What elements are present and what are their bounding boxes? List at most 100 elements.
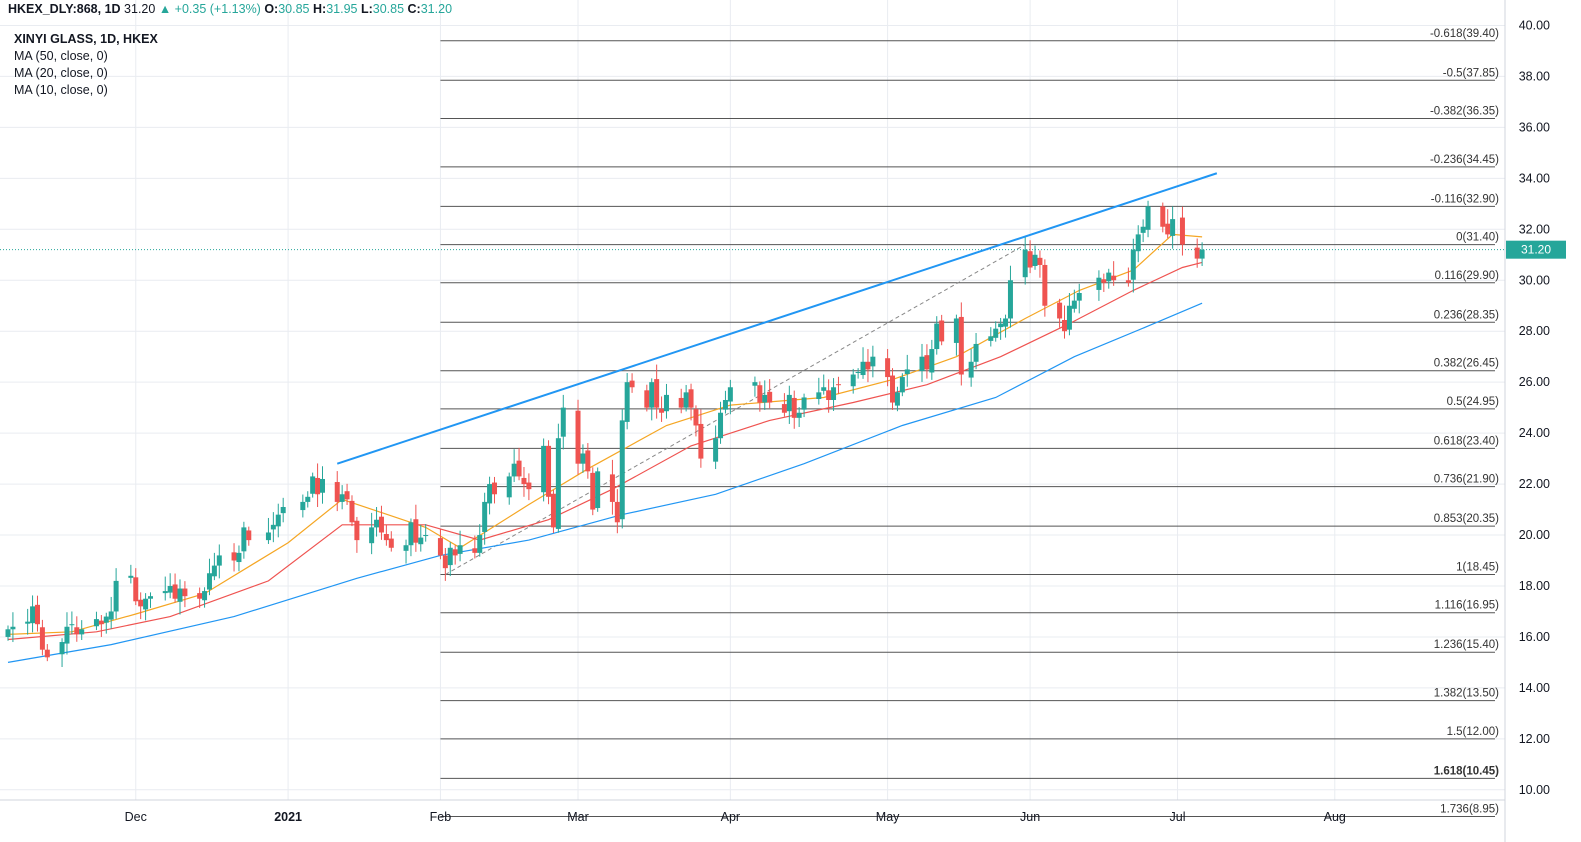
candle[interactable] bbox=[472, 535, 478, 559]
candle[interactable] bbox=[477, 524, 483, 557]
candle[interactable] bbox=[890, 368, 896, 410]
candle[interactable] bbox=[590, 467, 596, 516]
candle[interactable] bbox=[1160, 202, 1166, 233]
candle[interactable] bbox=[44, 644, 50, 662]
candle[interactable] bbox=[1022, 236, 1028, 285]
candle[interactable] bbox=[423, 524, 429, 542]
candle[interactable] bbox=[762, 380, 768, 410]
candle[interactable] bbox=[614, 489, 620, 534]
candle[interactable] bbox=[580, 444, 586, 473]
candle[interactable] bbox=[177, 579, 183, 615]
candle[interactable] bbox=[241, 521, 247, 559]
candle[interactable] bbox=[924, 344, 930, 379]
candle[interactable] bbox=[442, 548, 448, 581]
candle[interactable] bbox=[300, 494, 306, 518]
candle[interactable] bbox=[973, 332, 979, 370]
candle[interactable] bbox=[953, 314, 959, 356]
candle[interactable] bbox=[575, 399, 581, 475]
candle[interactable] bbox=[1106, 268, 1112, 289]
candle[interactable] bbox=[550, 489, 556, 533]
candle[interactable] bbox=[683, 384, 689, 412]
candle[interactable] bbox=[1032, 245, 1038, 270]
candle[interactable] bbox=[934, 316, 940, 355]
candle[interactable] bbox=[482, 492, 488, 545]
candle[interactable] bbox=[447, 542, 453, 577]
candle[interactable] bbox=[275, 503, 281, 538]
candle[interactable] bbox=[1042, 259, 1048, 317]
candle[interactable] bbox=[821, 374, 827, 395]
symbol-interval[interactable]: HKEX_DLY:868, 1D bbox=[8, 2, 121, 16]
candle[interactable] bbox=[1066, 292, 1072, 336]
candle[interactable] bbox=[98, 615, 104, 637]
candle[interactable] bbox=[1170, 206, 1176, 249]
candle[interactable] bbox=[1071, 289, 1077, 313]
candle[interactable] bbox=[929, 339, 935, 380]
candle[interactable] bbox=[816, 377, 822, 405]
candle[interactable] bbox=[167, 573, 173, 599]
candle[interactable] bbox=[64, 612, 70, 655]
candle[interactable] bbox=[236, 545, 242, 572]
candle[interactable] bbox=[786, 385, 792, 424]
candle[interactable] bbox=[246, 526, 252, 546]
candle[interactable] bbox=[644, 384, 650, 412]
candle[interactable] bbox=[865, 349, 871, 383]
candle[interactable] bbox=[388, 531, 394, 552]
candle[interactable] bbox=[698, 409, 704, 468]
candle[interactable] bbox=[369, 512, 375, 555]
candle[interactable] bbox=[752, 376, 758, 397]
candle[interactable] bbox=[1057, 298, 1063, 328]
ma-line[interactable] bbox=[7, 261, 1203, 641]
candle[interactable] bbox=[5, 625, 11, 641]
ma-line[interactable] bbox=[7, 302, 1203, 663]
candle[interactable] bbox=[172, 573, 178, 603]
candle[interactable] bbox=[988, 327, 994, 347]
candle[interactable] bbox=[831, 378, 837, 411]
candle[interactable] bbox=[383, 524, 389, 546]
candle[interactable] bbox=[128, 564, 134, 584]
candle[interactable] bbox=[408, 518, 414, 557]
candle[interactable] bbox=[663, 383, 669, 419]
candle[interactable] bbox=[1007, 265, 1013, 328]
candle[interactable] bbox=[1140, 219, 1146, 243]
candle[interactable] bbox=[34, 595, 40, 632]
candle[interactable] bbox=[998, 317, 1004, 340]
candle[interactable] bbox=[826, 379, 832, 413]
candle[interactable] bbox=[280, 497, 286, 523]
candle[interactable] bbox=[649, 378, 655, 421]
candle[interactable] bbox=[506, 472, 512, 505]
candle[interactable] bbox=[722, 390, 728, 414]
candle[interactable] bbox=[727, 379, 733, 415]
candle[interactable] bbox=[1179, 206, 1185, 256]
candle[interactable] bbox=[231, 543, 237, 572]
candle[interactable] bbox=[1062, 305, 1068, 339]
candle[interactable] bbox=[270, 512, 276, 543]
candle[interactable] bbox=[315, 463, 321, 508]
candle[interactable] bbox=[487, 476, 493, 515]
candle[interactable] bbox=[378, 505, 384, 540]
candle[interactable] bbox=[609, 459, 615, 515]
candle[interactable] bbox=[1199, 242, 1205, 266]
candle[interactable] bbox=[162, 576, 168, 601]
candle[interactable] bbox=[39, 619, 45, 656]
candle[interactable] bbox=[197, 587, 203, 608]
candle[interactable] bbox=[93, 611, 99, 631]
candle[interactable] bbox=[10, 612, 16, 643]
candle[interactable] bbox=[1145, 200, 1151, 238]
candle[interactable] bbox=[59, 638, 65, 668]
candle[interactable] bbox=[713, 425, 719, 470]
candle[interactable] bbox=[457, 530, 463, 562]
candle[interactable] bbox=[491, 476, 497, 504]
candle[interactable] bbox=[319, 466, 325, 504]
candle[interactable] bbox=[1096, 270, 1102, 301]
candle[interactable] bbox=[850, 368, 856, 394]
candle[interactable] bbox=[688, 383, 694, 421]
candle[interactable] bbox=[835, 376, 841, 394]
candle[interactable] bbox=[526, 473, 532, 501]
candle[interactable] bbox=[546, 440, 552, 505]
candle[interactable] bbox=[354, 516, 360, 553]
candle[interactable] bbox=[555, 423, 561, 533]
candle[interactable] bbox=[919, 343, 925, 382]
candle[interactable] bbox=[968, 349, 974, 387]
candle[interactable] bbox=[560, 394, 566, 450]
